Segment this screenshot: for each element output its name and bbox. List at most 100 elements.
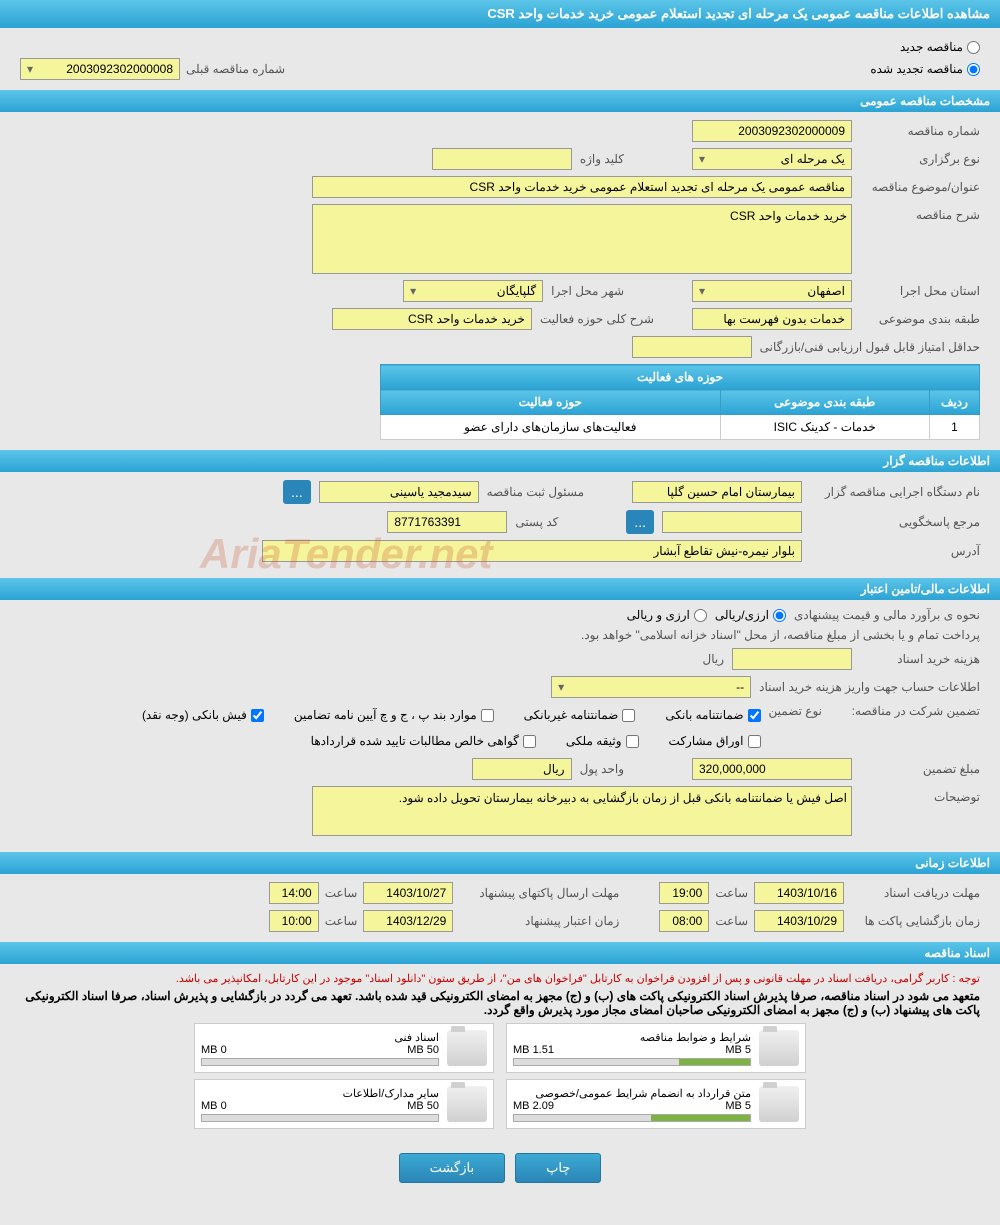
address-label: آدرس bbox=[810, 544, 980, 558]
class-field: خدمات بدون فهرست بها bbox=[692, 308, 852, 330]
chk7-input[interactable] bbox=[523, 735, 536, 748]
guarantee-type-label: نوع تضمین bbox=[769, 704, 822, 718]
city-dropdown[interactable]: گلپایگان bbox=[403, 280, 543, 302]
radio-new-input[interactable] bbox=[967, 41, 980, 54]
validity-date-field: 1403/12/29 bbox=[363, 910, 453, 932]
regresp-label: مسئول ثبت مناقصه bbox=[487, 485, 584, 499]
currency-label: واحد پول bbox=[580, 762, 624, 776]
desc-field: خرید خدمات واحد CSR bbox=[312, 204, 852, 274]
chk5-input[interactable] bbox=[748, 735, 761, 748]
currency-field: ریال bbox=[472, 758, 572, 780]
prev-number-dropdown[interactable]: 2003092302000008 bbox=[20, 58, 180, 80]
chk3-input[interactable] bbox=[481, 709, 494, 722]
send-date-field: 1403/10/27 bbox=[363, 882, 453, 904]
section-financial: اطلاعات مالی/تامین اعتبار bbox=[0, 578, 1000, 600]
file1-progress bbox=[679, 1059, 750, 1065]
table-title: حوزه های فعالیت bbox=[381, 365, 980, 390]
td-idx: 1 bbox=[930, 415, 980, 440]
file1-name: شرایط و ضوابط مناقصه bbox=[513, 1031, 751, 1044]
send-time-field: 14:00 bbox=[269, 882, 319, 904]
chk-receivables[interactable]: گواهی خالص مطالبات تایید شده قراردادها bbox=[311, 734, 536, 748]
back-button[interactable]: بازگشت bbox=[399, 1153, 505, 1183]
file3-max: 5 MB bbox=[725, 1100, 751, 1112]
prev-number-label: شماره مناقصه قبلی bbox=[186, 62, 285, 76]
file3-name: متن قرارداد به انضمام شرایط عمومی/خصوصی bbox=[513, 1087, 751, 1100]
activity-table: حوزه های فعالیت ردیف طبقه بندی موضوعی حو… bbox=[380, 364, 980, 440]
validity-time-label: ساعت bbox=[325, 914, 358, 928]
subject-field: مناقصه عمومی یک مرحله ای تجدید استعلام ع… bbox=[312, 176, 852, 198]
file-box-2[interactable]: اسناد فنی 50 MB0 MB bbox=[194, 1023, 494, 1073]
file-box-1[interactable]: شرایط و ضوابط مناقصه 5 MB 1.51 MB bbox=[506, 1023, 806, 1073]
file1-size: 1.51 MB bbox=[513, 1044, 554, 1056]
address-field: بلوار نیمره-نیش تقاطع آبشار bbox=[262, 540, 802, 562]
doccost-field[interactable] bbox=[732, 648, 852, 670]
open-time-field: 08:00 bbox=[659, 910, 709, 932]
expl-field: اصل فیش یا ضمانتنامه بانکی قبل از زمان ب… bbox=[312, 786, 852, 836]
keyword-field[interactable] bbox=[432, 148, 572, 170]
print-button[interactable]: چاپ bbox=[515, 1153, 601, 1183]
hold-type-dropdown[interactable]: یک مرحله ای bbox=[692, 148, 852, 170]
page-title: مشاهده اطلاعات مناقصه عمومی یک مرحله ای … bbox=[0, 0, 1000, 28]
treasury-note: پرداخت تمام و یا بخشی از مبلغ مناقصه، از… bbox=[581, 628, 980, 642]
section-docs: اسناد مناقصه bbox=[0, 942, 1000, 964]
radio-renewed-label: مناقصه تجدید شده bbox=[870, 62, 963, 76]
file1-max: 5 MB bbox=[725, 1044, 751, 1056]
method-opt2-label: ارزی و ریالی bbox=[627, 608, 690, 622]
chk6-input[interactable] bbox=[626, 735, 639, 748]
td-class: خدمات - کدینک ISIC bbox=[720, 415, 929, 440]
file3-size: 2.09 MB bbox=[513, 1100, 554, 1112]
expl-label: توضیحات bbox=[860, 786, 980, 804]
guarantee-amt-field: 320,000,000 bbox=[692, 758, 852, 780]
chk4-input[interactable] bbox=[251, 709, 264, 722]
td-activity: فعالیت‌های سازمان‌های دارای عضو bbox=[381, 415, 721, 440]
minscore-field[interactable] bbox=[632, 336, 752, 358]
method-opt1-input[interactable] bbox=[773, 609, 786, 622]
subject-label: عنوان/موضوع مناقصه bbox=[860, 180, 980, 194]
regresp-field: سیدمجید یاسینی bbox=[319, 481, 479, 503]
chk-regulation-items[interactable]: موارد بند پ ، ج و چ آیین نامه تضامین bbox=[294, 708, 494, 722]
file-box-3[interactable]: متن قرارداد به انضمام شرایط عمومی/خصوصی … bbox=[506, 1079, 806, 1129]
respref-lookup-button[interactable]: ... bbox=[626, 510, 654, 534]
file4-name: سایر مدارک/اطلاعات bbox=[201, 1087, 439, 1100]
chk1-input[interactable] bbox=[748, 709, 761, 722]
radio-renewed-input[interactable] bbox=[967, 63, 980, 76]
file3-progress bbox=[651, 1115, 750, 1121]
chk-bank-receipt[interactable]: فیش بانکی (وجه نقد) bbox=[142, 708, 264, 722]
account-info-dropdown[interactable]: -- bbox=[551, 676, 751, 698]
file4-max: 50 MB bbox=[407, 1100, 439, 1112]
method-opt2-input[interactable] bbox=[694, 609, 707, 622]
chk2-input[interactable] bbox=[622, 709, 635, 722]
method-opt1[interactable]: ارزی/ریالی bbox=[715, 608, 786, 622]
postal-field: 8771763391 bbox=[387, 511, 507, 533]
postal-label: کد پستی bbox=[515, 515, 558, 529]
method-opt2[interactable]: ارزی و ریالی bbox=[627, 608, 707, 622]
receive-deadline-label: مهلت دریافت اسناد bbox=[850, 886, 980, 900]
folder-icon bbox=[447, 1086, 487, 1122]
chk1-label: ضمانتنامه بانکی bbox=[665, 708, 743, 722]
chk-nonbank-guarantee[interactable]: ضمانتنامه غیربانکی bbox=[524, 708, 636, 722]
radio-new-tender[interactable]: مناقصه جدید bbox=[900, 40, 980, 54]
regresp-lookup-button[interactable]: ... bbox=[283, 480, 311, 504]
receive-date-field: 1403/10/16 bbox=[754, 882, 844, 904]
province-dropdown[interactable]: اصفهان bbox=[692, 280, 852, 302]
method-opt1-label: ارزی/ریالی bbox=[715, 608, 769, 622]
folder-icon bbox=[759, 1030, 799, 1066]
folder-icon bbox=[759, 1086, 799, 1122]
table-row: 1 خدمات - کدینک ISIC فعالیت‌های سازمان‌ه… bbox=[381, 415, 980, 440]
respref-label: مرجع پاسخگویی bbox=[810, 515, 980, 529]
folder-icon bbox=[447, 1030, 487, 1066]
section-general: مشخصات مناقصه عمومی bbox=[0, 90, 1000, 112]
chk-bank-guarantee[interactable]: ضمانتنامه بانکی bbox=[665, 708, 760, 722]
chk-bonds[interactable]: اوراق مشارکت bbox=[669, 734, 761, 748]
chk-property[interactable]: وثیقه ملکی bbox=[566, 734, 639, 748]
class-label: طبقه بندی موضوعی bbox=[860, 312, 980, 326]
section-organizer: اطلاعات مناقصه گزار bbox=[0, 450, 1000, 472]
radio-renewed-tender[interactable]: مناقصه تجدید شده bbox=[870, 62, 980, 76]
chk4-label: فیش بانکی (وجه نقد) bbox=[142, 708, 247, 722]
account-info-label: اطلاعات حساب جهت واریز هزینه خرید اسناد bbox=[759, 680, 980, 694]
receive-time-label: ساعت bbox=[715, 886, 748, 900]
section-timing: اطلاعات زمانی bbox=[0, 852, 1000, 874]
desc-label: شرح مناقصه bbox=[860, 204, 980, 222]
file-box-4[interactable]: سایر مدارک/اطلاعات 50 MB0 MB bbox=[194, 1079, 494, 1129]
validity-label: زمان اعتبار پیشنهاد bbox=[459, 914, 619, 928]
